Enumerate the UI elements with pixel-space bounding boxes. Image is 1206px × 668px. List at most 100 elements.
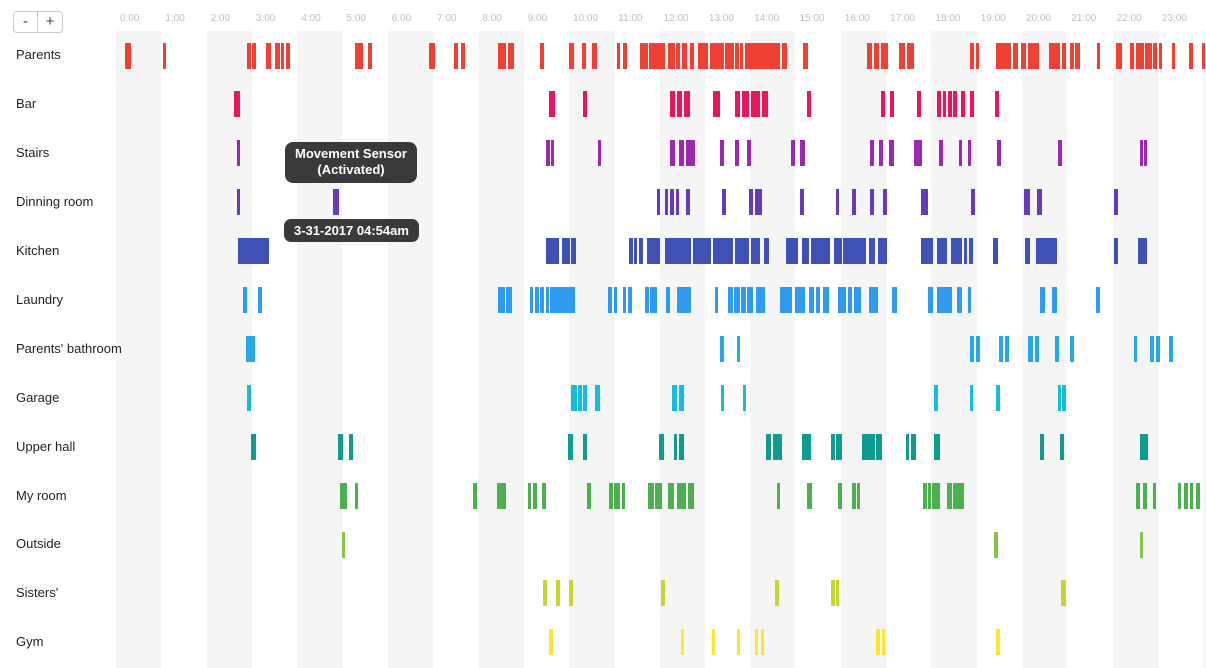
event-bar-laundry[interactable] <box>540 286 545 313</box>
event-bar-parents[interactable] <box>569 42 574 69</box>
event-bar-laundry[interactable] <box>649 286 657 313</box>
event-bar-laundry[interactable] <box>927 286 933 313</box>
event-bar-dinning-room[interactable] <box>971 189 976 216</box>
event-bar-laundry[interactable] <box>780 286 793 313</box>
event-bar-gym[interactable] <box>754 629 759 656</box>
event-bar-dinning-room[interactable] <box>333 189 340 216</box>
event-bar-laundry[interactable] <box>553 286 575 313</box>
event-bar-laundry[interactable] <box>794 286 806 313</box>
event-bar-laundry[interactable] <box>506 286 512 313</box>
event-bar-parents[interactable] <box>454 42 458 69</box>
event-bar-parents[interactable] <box>1028 42 1039 69</box>
event-bar-kitchen[interactable] <box>969 238 973 264</box>
event-bar-my-room[interactable] <box>1189 482 1194 509</box>
event-bar-outside[interactable] <box>341 531 346 558</box>
event-bar-parents[interactable] <box>1012 42 1019 69</box>
event-bar-laundry[interactable] <box>892 286 898 313</box>
event-bar-garage[interactable] <box>969 384 974 411</box>
event-bar-dinning-room[interactable] <box>722 189 727 216</box>
event-bar-dinning-room[interactable] <box>852 189 856 216</box>
event-bar-parents[interactable] <box>898 42 905 69</box>
event-bar-parents[interactable] <box>616 42 621 69</box>
event-bar-laundry[interactable] <box>550 286 554 313</box>
event-bar-upper-hall[interactable] <box>772 433 782 460</box>
event-bar-stairs[interactable] <box>1143 140 1148 167</box>
event-bar-bar[interactable] <box>953 91 958 118</box>
event-bar-upper-hall[interactable] <box>567 433 573 460</box>
event-bar-laundry[interactable] <box>809 286 815 313</box>
event-bar-laundry[interactable] <box>613 286 617 313</box>
event-bar-bar[interactable] <box>751 91 761 118</box>
event-bar-parents-bathroom[interactable] <box>1055 335 1059 362</box>
event-bar-gym[interactable] <box>760 629 765 656</box>
event-bar-sisters[interactable] <box>775 580 779 607</box>
event-bar-parents[interactable] <box>676 42 680 69</box>
event-bar-bar[interactable] <box>713 91 720 118</box>
event-bar-parents[interactable] <box>354 42 363 69</box>
event-bar-upper-hall[interactable] <box>801 433 811 460</box>
event-bar-parents-bathroom[interactable] <box>998 335 1004 362</box>
event-bar-upper-hall[interactable] <box>934 433 940 460</box>
event-bar-laundry[interactable] <box>967 286 972 313</box>
event-bar-garage[interactable] <box>583 384 588 411</box>
event-bar-parents[interactable] <box>667 42 675 69</box>
event-bar-upper-hall[interactable] <box>1059 433 1064 460</box>
event-bar-upper-hall[interactable] <box>905 433 910 460</box>
event-bar-kitchen[interactable] <box>963 238 968 264</box>
event-bar-dinning-room[interactable] <box>749 189 754 216</box>
event-bar-parents[interactable] <box>880 42 889 69</box>
event-bar-garage[interactable] <box>996 384 1000 411</box>
event-bar-parents[interactable] <box>866 42 872 69</box>
event-bar-my-room[interactable] <box>677 482 687 509</box>
event-bar-kitchen[interactable] <box>633 238 638 264</box>
event-bar-stairs[interactable] <box>879 140 884 167</box>
event-bar-garage[interactable] <box>247 384 251 411</box>
event-bar-upper-hall[interactable] <box>831 433 835 460</box>
event-bar-parents[interactable] <box>592 42 597 69</box>
event-bar-gym[interactable] <box>996 629 1001 656</box>
event-bar-kitchen[interactable] <box>877 238 887 264</box>
event-bar-laundry[interactable] <box>937 286 952 313</box>
event-bar-parents[interactable] <box>1153 42 1157 69</box>
event-bar-upper-hall[interactable] <box>251 433 256 460</box>
event-bar-upper-hall[interactable] <box>911 433 916 460</box>
event-bar-stairs[interactable] <box>747 140 751 167</box>
event-bar-upper-hall[interactable] <box>1139 433 1144 460</box>
event-bar-stairs[interactable] <box>997 140 1001 167</box>
event-bar-my-room[interactable] <box>1195 482 1201 509</box>
event-bar-sisters[interactable] <box>661 580 665 607</box>
event-bar-parents[interactable] <box>429 42 436 69</box>
event-bar-parents[interactable] <box>1158 42 1163 69</box>
event-bar-dinning-room[interactable] <box>656 189 661 216</box>
event-bar-stairs[interactable] <box>889 140 895 167</box>
event-bar-laundry[interactable] <box>823 286 829 313</box>
event-bar-my-room[interactable] <box>1152 482 1157 509</box>
event-bar-parents[interactable] <box>581 42 587 69</box>
event-bar-my-room[interactable] <box>923 482 927 509</box>
event-bar-kitchen[interactable] <box>751 238 761 264</box>
event-bar-stairs[interactable] <box>1139 140 1144 167</box>
event-bar-kitchen[interactable] <box>868 238 876 264</box>
event-bar-kitchen[interactable] <box>936 238 948 264</box>
event-bar-stairs[interactable] <box>597 140 602 167</box>
event-bar-sisters[interactable] <box>543 580 548 607</box>
event-bar-parents[interactable] <box>735 42 739 69</box>
event-bar-parents[interactable] <box>1116 42 1122 69</box>
event-bar-my-room[interactable] <box>852 482 856 509</box>
event-bar-parents[interactable] <box>251 42 257 69</box>
event-bar-stairs[interactable] <box>236 140 241 167</box>
event-bar-kitchen[interactable] <box>1025 238 1031 264</box>
event-bar-kitchen[interactable] <box>810 238 831 264</box>
event-bar-dinning-room[interactable] <box>675 189 680 216</box>
event-bar-kitchen[interactable] <box>664 238 692 264</box>
event-bar-bar[interactable] <box>806 91 811 118</box>
event-bar-kitchen[interactable] <box>834 238 842 264</box>
event-bar-stairs[interactable] <box>686 140 696 167</box>
event-bar-parents[interactable] <box>1145 42 1152 69</box>
event-bar-parents-bathroom[interactable] <box>1070 335 1075 362</box>
event-bar-parents[interactable] <box>1049 42 1060 69</box>
event-bar-outside[interactable] <box>1139 531 1144 558</box>
event-bar-upper-hall[interactable] <box>861 433 875 460</box>
event-bar-parents-bathroom[interactable] <box>969 335 974 362</box>
event-bar-stairs[interactable] <box>914 140 922 167</box>
